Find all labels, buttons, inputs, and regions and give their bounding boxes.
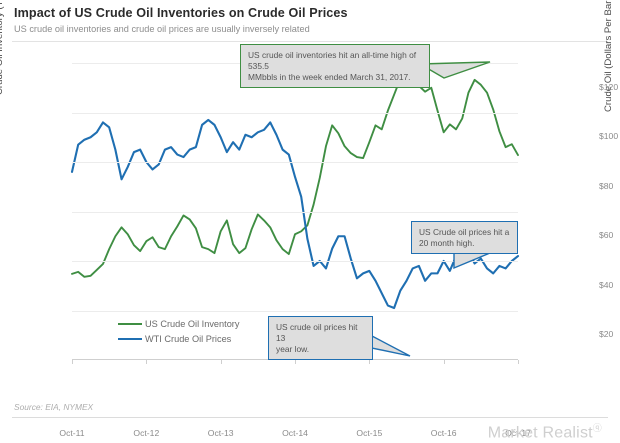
x-axis-tick [220, 360, 222, 364]
x-axis-tick-label: Oct-16 [430, 428, 457, 438]
x-axis-tick-label: Oct-17 [505, 428, 531, 438]
header-divider [12, 41, 608, 42]
y-axis-right-tick-label: $120 [599, 81, 619, 92]
x-axis-tick [443, 360, 445, 364]
x-axis-tick-label: Oct-11 [59, 428, 85, 438]
x-axis-tick-label: Oct-13 [207, 428, 234, 438]
brand-name: Market Realist [487, 424, 593, 442]
chart-legend: US Crude Oil Inventory WTI Crude Oil Pri… [118, 316, 239, 346]
callout-price-low-line1: US crude oil prices hit 13 [276, 322, 358, 343]
page-title: Impact of US Crude Oil Inventories on Cr… [14, 6, 348, 20]
callout-price-low-line2: year low. [276, 344, 310, 354]
y-axis-left-title: Crude Oil Inventory (Thousand Barrels) [0, 0, 5, 95]
callout-price-high-line2: 20 month high. [419, 238, 475, 248]
legend-swatch-prices [118, 337, 142, 340]
y-axis-right-tick-label: $100 [599, 131, 619, 142]
magnifier-icon: ⓠ [592, 423, 602, 433]
gridline [72, 211, 518, 213]
gridline [72, 162, 518, 163]
y-axis-right-tick-label: $40 [599, 279, 614, 290]
callout-price-high-line1: US Crude oil prices hit a [419, 227, 510, 237]
footer-divider [12, 417, 608, 418]
legend-label-prices: WTI Crude Oil Prices [145, 333, 232, 344]
x-axis-tick-label: Oct-12 [133, 428, 160, 438]
callout-inventory-high-line2: MMbbls in the week ended March 31, 2017. [248, 72, 411, 82]
x-axis-tick [518, 360, 519, 364]
x-axis-tick [369, 360, 371, 364]
x-axis-tick-label: Oct-15 [356, 428, 383, 438]
y-axis-right-tick-label: $60 [599, 230, 614, 241]
callout-price-13-year-low: US crude oil prices hit 13 year low. [268, 316, 373, 360]
gridline [72, 261, 518, 262]
legend-label-inventory: US Crude Oil Inventory [145, 318, 240, 329]
brand-logo: Market Realistⓠ [488, 421, 602, 442]
legend-item-inventory: US Crude Oil Inventory [118, 316, 239, 331]
series-line-inventory [71, 71, 519, 278]
callout-tail-inventory-high [417, 61, 491, 79]
y-axis-right-tick-label: $80 [599, 180, 614, 191]
x-axis-tick [295, 360, 296, 364]
page-subtitle: US crude oil inventories and crude oil p… [14, 24, 310, 34]
x-axis-tick-label: Oct-14 [282, 428, 308, 438]
callout-inventory-high: US crude oil inventories hit an all-time… [240, 44, 430, 88]
series-line-prices [70, 118, 520, 310]
x-axis-tick [72, 360, 73, 364]
callout-price-20-month-high: US Crude oil prices hit a 20 month high. [411, 221, 518, 254]
chart-header: Impact of US Crude Oil Inventories on Cr… [14, 6, 606, 35]
y-axis-right-tick-label: $20 [599, 329, 614, 340]
callout-inventory-high-line1: US crude oil inventories hit an all-time… [248, 50, 417, 71]
source-note: Source: EIA, NYMEX [14, 402, 94, 412]
legend-item-prices: WTI Crude Oil Prices [118, 331, 239, 346]
legend-swatch-inventory [118, 322, 142, 325]
gridline [72, 112, 518, 114]
callout-tail-price-low [371, 334, 411, 357]
x-axis-tick [146, 360, 148, 364]
y-axis-right-title: Crude Oil (Dollars Per Barrel) [603, 0, 614, 112]
gridline [72, 310, 518, 312]
